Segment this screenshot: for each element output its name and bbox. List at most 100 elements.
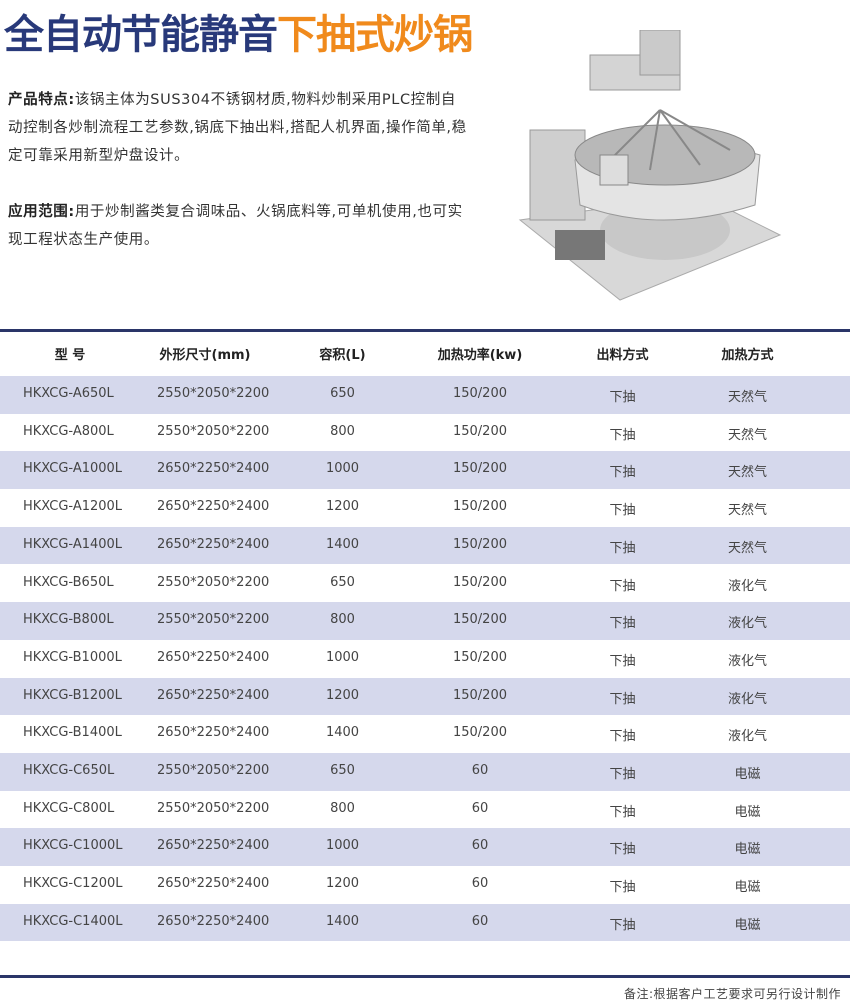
cell-dimensions: 2650*2250*2400 bbox=[157, 913, 270, 929]
cell-volume: 1200 bbox=[325, 499, 360, 515]
cell-model: HKXCG-B1200L bbox=[23, 687, 122, 703]
cell-power: 150/200 bbox=[452, 612, 507, 628]
cell-discharge: 下抽 bbox=[609, 880, 636, 896]
cell-model: HKXCG-C800L bbox=[23, 800, 115, 816]
cell-discharge: 下抽 bbox=[609, 390, 636, 405]
cell-heating: 液化气 bbox=[727, 616, 767, 632]
application-text: 用于炒制酱类复合调味品、火锅底料等,可单机使用,也可实现工程状态生产使用。 bbox=[8, 204, 463, 248]
cell-model: HKXCG-A800L bbox=[23, 423, 114, 439]
cell-heating: 天然气 bbox=[727, 540, 767, 556]
cell-power: 60 bbox=[471, 800, 489, 816]
cell-heating: 液化气 bbox=[727, 691, 767, 707]
cell-power: 150/200 bbox=[452, 574, 507, 590]
cell-discharge: 下抽 bbox=[609, 842, 636, 858]
header-heating: 加热方式 bbox=[721, 348, 774, 363]
features-text: 该锅主体为SUS304不锈钢材质,物料炒制采用PLC控制自动控制各炒制流程工艺参… bbox=[8, 92, 467, 164]
cell-model: HKXCG-C1000L bbox=[23, 838, 123, 854]
cell-volume: 800 bbox=[330, 800, 355, 816]
table-row: HKXCG-B1400L 2650*2250*2400 1400 150/200 下抽 液… bbox=[0, 715, 850, 753]
table-row: HKXCG-A1400L 2650*2250*2400 1400 150/200 下抽 天… bbox=[0, 526, 850, 565]
table-row: HKXCG-C1400L 2650*2250*2400 1400 60 下抽 电磁 bbox=[0, 903, 850, 942]
cell-volume: 1200 bbox=[325, 687, 360, 703]
cell-heating: 天然气 bbox=[727, 465, 767, 481]
cell-power: 150/200 bbox=[452, 649, 507, 665]
cell-heating: 液化气 bbox=[727, 653, 767, 669]
cell-discharge: 下抽 bbox=[609, 578, 636, 594]
features-label: 产品特点: bbox=[8, 92, 75, 108]
title-part2: 下抽式炒锅 bbox=[277, 12, 473, 58]
cell-discharge: 下抽 bbox=[609, 804, 636, 820]
header-dimensions: 外形尺寸(mm) bbox=[159, 348, 251, 363]
cell-power: 60 bbox=[471, 913, 489, 929]
cell-dimensions: 2650*2250*2400 bbox=[157, 876, 270, 892]
cell-discharge: 下抽 bbox=[609, 540, 636, 556]
cell-heating: 天然气 bbox=[727, 427, 767, 443]
features-paragraph: 产品特点:该锅主体为SUS304不锈钢材质,物料炒制采用PLC控制自动控制各炒制… bbox=[8, 86, 468, 170]
cell-volume: 1000 bbox=[325, 649, 360, 665]
cell-power: 60 bbox=[471, 876, 489, 892]
cell-dimensions: 2650*2250*2400 bbox=[157, 838, 270, 854]
cell-discharge: 下抽 bbox=[609, 465, 636, 481]
cell-power: 150/200 bbox=[452, 423, 507, 439]
cell-power: 60 bbox=[471, 763, 489, 778]
table-row: HKXCG-C800L 2550*2050*2200 800 60 下抽 电磁 bbox=[0, 791, 850, 829]
cell-heating: 电磁 bbox=[734, 842, 761, 858]
table-row: HKXCG-C1200L 2650*2250*2400 1200 60 下抽 电磁 bbox=[0, 866, 850, 904]
cell-discharge: 下抽 bbox=[609, 691, 636, 707]
cell-discharge: 下抽 bbox=[609, 616, 636, 632]
cell-model: HKXCG-B800L bbox=[23, 612, 114, 628]
cell-volume: 1400 bbox=[325, 536, 360, 552]
cell-dimensions: 2650*2250*2400 bbox=[157, 725, 270, 741]
cell-power: 150/200 bbox=[452, 687, 507, 703]
cell-power: 150/200 bbox=[452, 461, 507, 477]
title-part1: 全自动节能静音 bbox=[4, 12, 278, 58]
cell-volume: 1400 bbox=[325, 725, 360, 741]
cell-model: HKXCG-C1400L bbox=[23, 913, 123, 929]
table-row: HKXCG-B800L 2550*2050*2200 800 150/200 下抽 液化气 bbox=[0, 602, 850, 640]
cell-power: 60 bbox=[471, 838, 489, 854]
cell-dimensions: 2650*2250*2400 bbox=[157, 461, 270, 477]
cell-model: HKXCG-B1000L bbox=[23, 649, 122, 665]
cell-discharge: 下抽 bbox=[609, 503, 636, 519]
cell-volume: 1000 bbox=[325, 461, 360, 477]
cell-volume: 650 bbox=[330, 386, 355, 401]
cell-heating: 电磁 bbox=[734, 880, 761, 896]
cell-model: HKXCG-A1400L bbox=[23, 536, 123, 552]
table-row: HKXCG-A1000L 2650*2250*2400 1000 150/200 下抽 天… bbox=[0, 451, 850, 490]
cell-heating: 液化气 bbox=[727, 729, 767, 745]
cell-model: HKXCG-A1000L bbox=[23, 461, 123, 477]
cell-dimensions: 2650*2250*2400 bbox=[157, 499, 270, 515]
cell-dimensions: 2650*2250*2400 bbox=[157, 536, 270, 552]
cell-volume: 650 bbox=[330, 763, 355, 778]
cell-discharge: 下抽 bbox=[609, 729, 636, 745]
table-row: HKXCG-A800L 2550*2050*2200 800 150/200 下抽 天然气 bbox=[0, 414, 850, 452]
header-discharge: 出料方式 bbox=[596, 348, 649, 363]
cell-volume: 1000 bbox=[325, 838, 360, 854]
cell-dimensions: 2550*2050*2200 bbox=[157, 800, 270, 816]
application-paragraph: 应用范围:用于炒制酱类复合调味品、火锅底料等,可单机使用,也可实现工程状态生产使… bbox=[8, 198, 468, 254]
footnote: 备注:根据客户工艺要求可另行设计制作 bbox=[623, 987, 841, 1001]
bottom-divider bbox=[0, 975, 850, 978]
header-model: 型 号 bbox=[54, 348, 86, 363]
table-row: HKXCG-C650L 2550*2050*2200 650 60 下抽 电磁 bbox=[0, 753, 850, 791]
cell-discharge: 下抽 bbox=[609, 653, 636, 669]
application-label: 应用范围: bbox=[8, 204, 75, 220]
cell-discharge: 下抽 bbox=[609, 917, 636, 933]
table-row: HKXCG-A1200L 2650*2250*2400 1200 150/200 下抽 天… bbox=[0, 489, 850, 527]
cell-dimensions: 2550*2050*2200 bbox=[157, 423, 270, 439]
cell-volume: 1400 bbox=[325, 913, 360, 929]
cell-volume: 650 bbox=[330, 574, 355, 590]
cell-volume: 1200 bbox=[325, 876, 360, 892]
cell-model: HKXCG-B1400L bbox=[23, 725, 122, 741]
cell-power: 150/200 bbox=[452, 386, 507, 401]
cell-heating: 液化气 bbox=[727, 578, 767, 594]
cell-dimensions: 2650*2250*2400 bbox=[157, 649, 270, 665]
table-row: HKXCG-B1000L 2650*2250*2400 1000 150/200 下抽 液… bbox=[0, 640, 850, 678]
cell-model: HKXCG-A650L bbox=[23, 386, 114, 401]
cell-dimensions: 2550*2050*2200 bbox=[157, 574, 270, 590]
cell-heating: 电磁 bbox=[734, 804, 761, 820]
table-row: HKXCG-B650L 2550*2050*2200 650 150/200 下抽 液化气 bbox=[0, 565, 850, 603]
table-row: HKXCG-B1200L 2650*2250*2400 1200 150/200 下抽 液… bbox=[0, 677, 850, 716]
cell-dimensions: 2550*2050*2200 bbox=[157, 386, 270, 401]
cell-model: HKXCG-C1200L bbox=[23, 876, 123, 892]
